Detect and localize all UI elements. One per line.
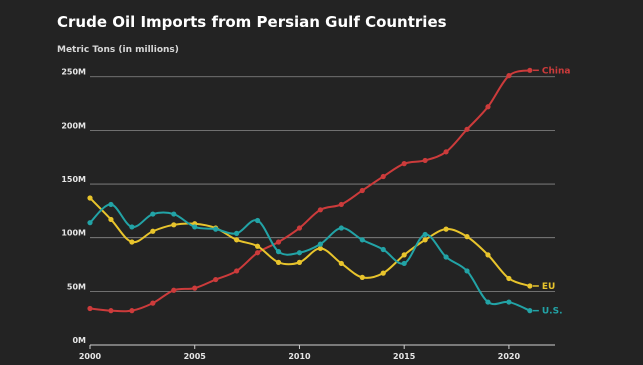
data-point-eu [359,274,365,280]
data-point-eu [527,283,533,289]
x-tick-label: 2020 [498,352,521,361]
data-point-china [87,305,93,312]
data-point-eu [254,243,261,249]
data-point-u-s [485,299,491,305]
y-axis-ticks: 0M 50M 100M 150M 200M 250M [61,68,86,345]
series-line-eu [89,197,531,287]
x-axis-ticks: 2000 2005 2010 2015 2020 [79,345,521,361]
data-point-u-s [506,299,512,305]
data-point-u-s [338,225,344,231]
data-point-china [317,207,324,213]
data-point-eu [401,252,407,258]
y-tick-label: 50M [67,282,86,291]
data-point-u-s [443,254,449,260]
data-point-eu [422,237,428,243]
series-label-eu: EU [542,282,555,292]
data-point-china [527,67,533,73]
data-point-china [275,239,282,245]
data-point-china [443,149,449,155]
y-tick-label: 250M [61,68,86,77]
data-point-u-s [87,220,93,226]
data-point-eu [234,237,240,243]
data-point-china [380,173,386,180]
x-tick-label: 2005 [184,352,207,361]
data-point-u-s [275,249,282,255]
data-point-u-s [317,241,324,247]
data-point-eu [296,259,303,265]
data-point-u-s [234,230,240,236]
y-axis-label: Metric Tons (in millions) [57,45,179,55]
data-series: China EU U.S. [87,66,571,317]
series-line-u-s [89,203,531,312]
x-tick-label: 2010 [288,352,311,361]
data-point-china [254,250,261,256]
data-point-u-s [296,250,303,256]
series-line-china [89,69,531,313]
chart-title: Crude Oil Imports from Persian Gulf Coun… [57,13,447,31]
data-point-eu [443,226,449,232]
data-point-eu [485,252,491,258]
data-point-u-s [422,231,428,238]
data-point-china [506,73,512,79]
y-tick-label: 150M [61,175,86,184]
data-point-u-s [171,211,177,217]
x-tick-label: 2015 [393,352,416,361]
y-tick-label: 100M [61,229,86,238]
data-point-eu [150,228,156,234]
data-point-u-s [401,260,407,267]
data-point-u-s [192,224,198,230]
data-point-china [401,161,407,167]
data-point-u-s [254,217,261,224]
data-point-u-s [150,211,156,217]
data-point-u-s [464,268,470,274]
data-point-china [234,268,240,274]
data-point-eu [171,222,177,228]
y-tick-label: 200M [61,121,86,130]
data-point-china [422,157,428,164]
data-point-u-s [213,226,219,232]
data-point-china [108,308,114,314]
data-point-eu [129,239,135,245]
data-point-u-s [380,246,386,253]
data-point-u-s [108,201,114,208]
data-point-china [171,287,177,293]
data-point-eu [87,195,93,201]
data-point-china [192,285,198,291]
data-point-eu [275,259,282,265]
data-point-china [150,300,156,306]
data-point-china [296,225,303,231]
data-point-eu [338,260,344,267]
data-point-eu [380,270,386,276]
data-point-u-s [359,237,365,243]
data-point-eu [464,234,470,240]
data-point-china [359,187,365,194]
gridlines [90,76,555,346]
series-label-u-s: U.S. [542,307,563,317]
data-point-china [464,126,470,132]
y-tick-label: 0M [72,336,86,345]
data-point-china [129,308,135,314]
data-point-china [213,276,219,283]
data-point-eu [506,275,512,282]
data-point-u-s [527,308,533,314]
data-point-u-s [129,224,135,230]
data-point-eu [317,245,324,252]
data-point-eu [108,216,114,223]
x-tick-label: 2000 [79,352,102,361]
series-label-china: China [542,66,571,76]
data-point-china [485,104,491,110]
data-point-china [338,201,344,208]
